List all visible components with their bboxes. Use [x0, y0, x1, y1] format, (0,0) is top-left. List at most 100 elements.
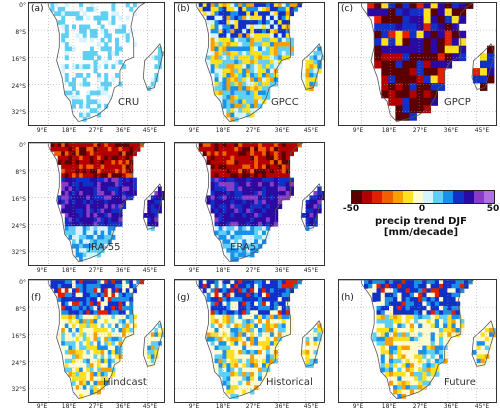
trend-cell [376, 283, 382, 289]
trend-cell [104, 191, 109, 196]
trend-cell [226, 385, 231, 390]
trend-cell [226, 248, 231, 253]
trend-cell [86, 6, 91, 12]
trend-cell [309, 350, 314, 355]
trend-cell [79, 208, 84, 214]
x-tick: 18°E [215, 267, 231, 274]
trend-cell [285, 155, 291, 161]
trend-cell [476, 341, 482, 346]
trend-cell [242, 230, 247, 236]
trend-cell [226, 112, 231, 118]
trend-cell [79, 239, 84, 245]
trend-cell [281, 6, 287, 12]
trend-cell [79, 328, 84, 333]
trend-cell [238, 186, 243, 192]
trend-cell [393, 280, 398, 285]
trend-cell [226, 195, 231, 201]
trend-cell [372, 292, 377, 298]
trend-cell [234, 217, 239, 223]
trend-cell [230, 186, 235, 192]
trend-cell [68, 297, 73, 302]
trend-cell [93, 345, 98, 351]
trend-cell [250, 323, 255, 329]
trend-cell [222, 226, 227, 231]
trend-cell [258, 230, 263, 236]
trend-cell [289, 42, 294, 47]
trend-cell [434, 372, 440, 377]
trend-cell [222, 46, 227, 52]
trend-cell [226, 6, 231, 12]
trend-cell [277, 328, 283, 333]
x-tick: 36°E [115, 403, 131, 410]
trend-cell [214, 283, 219, 289]
trend-cell [89, 46, 94, 52]
trend-cell [122, 160, 127, 165]
trend-cell [238, 354, 243, 360]
trend-cell [97, 191, 102, 196]
trend-cell [97, 99, 102, 105]
trend-cell [157, 345, 162, 351]
trend-cell [64, 363, 69, 368]
trend-cell [250, 99, 255, 105]
trend-cell [254, 301, 259, 307]
trend-cell [154, 73, 159, 78]
trend-cell [118, 164, 123, 170]
trend-cell [285, 168, 291, 174]
trend-cell [242, 191, 247, 196]
trend-cell [107, 33, 112, 39]
trend-cell [254, 230, 259, 236]
trend-cell [214, 64, 219, 69]
trend-cell [293, 6, 298, 12]
trend-cell [242, 280, 247, 285]
colorbar-segment [433, 191, 444, 203]
trend-cell [136, 143, 141, 148]
trend-cell [218, 297, 223, 302]
trend-cell [97, 103, 102, 109]
trend-cell [242, 146, 247, 152]
trend-cell [384, 372, 390, 377]
trend-cell [238, 367, 243, 373]
trend-cell [246, 55, 251, 61]
trend-cell [104, 46, 109, 52]
trend-cell [277, 24, 283, 30]
trend-cell [389, 367, 394, 373]
trend-cell [426, 301, 432, 307]
trend-cell [443, 332, 448, 338]
trend-cell [480, 336, 486, 342]
trend-cell [262, 319, 267, 324]
trend-cell [401, 336, 407, 342]
trend-cell [222, 33, 227, 39]
trend-cell [254, 380, 259, 386]
trend-cell [321, 191, 324, 196]
trend-cell [451, 305, 457, 311]
trend-cell [258, 243, 263, 249]
trend-cell [93, 68, 98, 74]
trend-cell [79, 24, 84, 30]
trend-cell [273, 336, 279, 342]
trend-cell [289, 6, 294, 12]
trend-cell [79, 389, 84, 395]
trend-cell [64, 146, 69, 152]
trend-cell [86, 301, 91, 307]
trend-cell [254, 328, 259, 333]
colorbar-min-label: -50 [342, 204, 360, 214]
trend-cell [277, 301, 283, 307]
trend-cell [422, 332, 427, 338]
trend-cell [269, 217, 275, 223]
trend-cell [265, 177, 271, 183]
trend-cell [389, 341, 394, 346]
trend-cell [214, 90, 219, 96]
trend-cell [115, 283, 119, 289]
trend-cell [100, 292, 105, 298]
trend-cell [455, 314, 461, 320]
trend-cell [89, 208, 94, 214]
trend-cell [210, 20, 215, 25]
trend-cell [242, 305, 247, 311]
trend-cell [254, 354, 259, 360]
trend-cell [317, 332, 322, 338]
trend-cell [305, 345, 310, 351]
trend-cell [226, 345, 231, 351]
trend-cell [82, 310, 87, 316]
trend-cell [111, 186, 116, 192]
trend-cell [104, 146, 109, 152]
